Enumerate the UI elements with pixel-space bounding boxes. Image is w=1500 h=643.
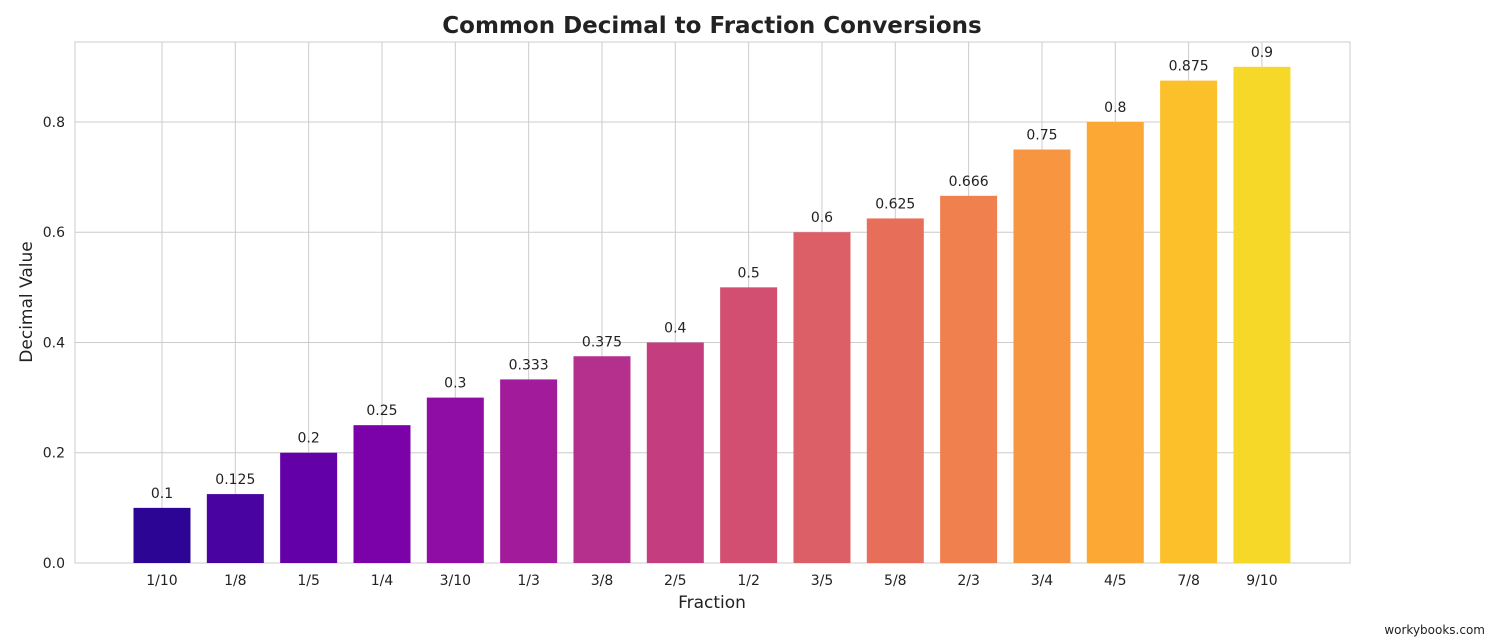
x-axis-label: Fraction [678,593,746,613]
data-label: 0.625 [875,196,915,212]
data-label: 0.875 [1169,59,1209,75]
data-label: 0.3 [444,376,466,392]
y-tick-label: 0.2 [43,446,65,462]
data-label: 0.6 [811,210,833,226]
x-tick-label: 2/5 [664,573,687,589]
bar [1013,149,1071,563]
bar [866,218,924,563]
data-label: 0.666 [949,174,989,190]
grid-lines [75,42,1350,564]
bar [940,195,998,564]
bar [720,287,778,563]
bar [573,356,631,563]
x-tick-label: 1/5 [297,573,320,589]
y-tick-label: 0.4 [43,335,65,351]
data-label: 0.5 [738,265,760,281]
x-tick-label: 7/8 [1177,573,1200,589]
y-tick-label: 0.0 [43,556,65,572]
x-tick-labels: 1/10 1/8 1/5 1/4 3/10 1/3 3/8 2/5 1/2 3/5 5/8 2/3 3/… [146,573,1277,589]
y-tick-label: 0.6 [43,225,65,241]
data-label: 0.125 [215,472,255,488]
x-tick-label: 1/10 [146,573,177,589]
bars [133,66,1291,564]
x-tick-label: 2/3 [957,573,980,589]
x-tick-label: 9/10 [1246,573,1277,589]
data-label: 0.8 [1104,100,1126,116]
bar [353,425,411,563]
data-label: 0.4 [664,320,686,336]
data-label: 0.9 [1251,45,1273,61]
plot-frame [74,41,1351,564]
bar [500,379,558,563]
bar [1086,121,1144,563]
data-labels: 0.1 0.125 0.2 0.25 0.3 0.333 0.375 0.4 0.5 0.6 0.6… [151,45,1273,502]
bar [793,232,851,563]
bar [1160,80,1218,563]
x-tick-label: 3/4 [1031,573,1054,589]
data-label: 0.1 [151,486,173,502]
y-axis-label: Decimal Value [17,241,37,362]
bar [1233,66,1291,564]
x-tick-label: 1/2 [737,573,760,589]
bar [280,452,338,563]
bar [646,342,704,563]
data-label: 0.375 [582,334,622,350]
x-tick-label: 3/8 [591,573,614,589]
x-tick-label: 4/5 [1104,573,1127,589]
watermark: workybooks.com [1384,623,1485,637]
data-label: 0.25 [366,403,397,419]
y-tick-labels: 0.0 0.2 0.4 0.6 0.8 [43,115,65,572]
x-tick-label: 1/4 [371,573,394,589]
x-tick-label: 1/8 [224,573,247,589]
x-tick-label: 3/5 [811,573,834,589]
data-label: 0.2 [298,431,320,447]
y-tick-label: 0.8 [43,115,65,131]
data-label: 0.75 [1026,128,1057,144]
data-label: 0.333 [509,357,549,373]
x-tick-label: 3/10 [440,573,471,589]
bar [133,507,191,563]
chart-title: Common Decimal to Fraction Conversions [442,13,981,39]
bar [206,494,264,563]
bar [426,397,484,563]
x-tick-label: 5/8 [884,573,907,589]
x-tick-label: 1/3 [517,573,540,589]
